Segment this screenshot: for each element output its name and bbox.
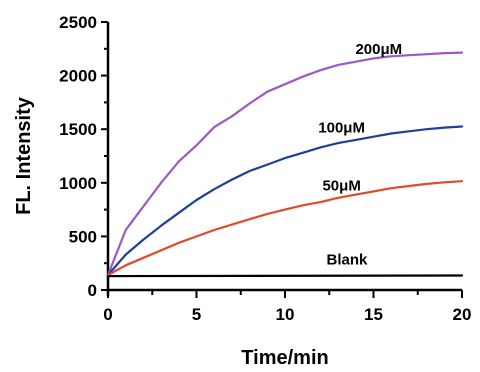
x-tick-label: 0 bbox=[103, 305, 112, 324]
x-tick-label: 20 bbox=[453, 305, 472, 324]
y-axis-title: FL. Intensity bbox=[13, 96, 35, 215]
series-line-2 bbox=[106, 180, 464, 277]
series-label-0: 200μM bbox=[355, 41, 402, 58]
series-line-1 bbox=[106, 125, 464, 277]
series-label-2: 50μM bbox=[322, 177, 360, 194]
x-tick-label: 10 bbox=[276, 305, 295, 324]
y-tick-label: 0 bbox=[88, 281, 97, 300]
y-tick-label: 2000 bbox=[59, 67, 97, 86]
x-axis-title: Time/min bbox=[241, 347, 328, 369]
y-tick-label: 1000 bbox=[59, 174, 97, 193]
series-line-3 bbox=[106, 274, 464, 278]
y-tick-label: 1500 bbox=[59, 120, 97, 139]
ticks: 0 500 1000 1500 2000 2500 0 5 10 15 20 bbox=[59, 13, 471, 324]
series-group bbox=[106, 51, 464, 278]
y-tick-label: 2500 bbox=[59, 13, 97, 32]
x-tick-label: 15 bbox=[364, 305, 383, 324]
series-label-1: 100μM bbox=[318, 119, 365, 136]
series-labels: 200μM 100μM 50μM Blank bbox=[318, 41, 402, 268]
series-label-3: Blank bbox=[327, 251, 369, 268]
series-line-0 bbox=[106, 51, 464, 277]
y-tick-label: 500 bbox=[69, 227, 97, 246]
x-tick-label: 5 bbox=[192, 305, 201, 324]
